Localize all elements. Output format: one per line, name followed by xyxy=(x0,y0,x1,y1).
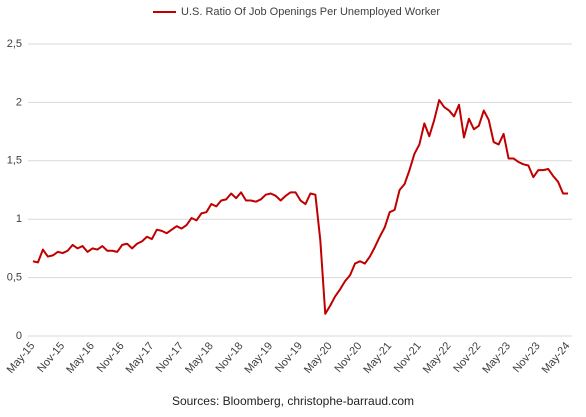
x-tick-label: May-24 xyxy=(540,340,573,376)
x-tick-label: Nov-19 xyxy=(273,340,305,375)
x-tick-label: May-15 xyxy=(5,340,38,376)
x-tick-label: Nov-22 xyxy=(451,340,483,375)
x-tick-label: Nov-23 xyxy=(511,340,543,375)
x-tick-label: Nov-15 xyxy=(35,340,67,375)
x-tick-label: Nov-16 xyxy=(95,340,127,375)
source: Sources: Bloomberg, christophe-barraud.c… xyxy=(172,394,414,408)
y-tick-label: 0 xyxy=(16,330,22,342)
x-tick-label: Nov-18 xyxy=(214,340,246,375)
x-tick-label: May-19 xyxy=(243,340,276,376)
x-tick-label: May-22 xyxy=(421,340,454,376)
y-tick-label: 2 xyxy=(16,96,22,108)
x-tick-label: May-23 xyxy=(480,340,513,376)
y-tick-label: 1 xyxy=(16,213,22,225)
x-tick-label: Nov-20 xyxy=(332,340,364,375)
x-tick-label: May-16 xyxy=(64,340,97,376)
x-tick-label: May-21 xyxy=(361,340,394,376)
x-tick-label: May-18 xyxy=(183,340,216,376)
x-tick-label: Nov-21 xyxy=(392,340,424,375)
x-tick-label: May-20 xyxy=(302,340,335,376)
legend-label: U.S. Ratio Of Job Openings Per Unemploye… xyxy=(181,6,440,18)
y-tick-label: 2,5 xyxy=(7,38,22,50)
y-tick-label: 0,5 xyxy=(7,272,22,284)
x-tick-label: Nov-17 xyxy=(154,340,186,375)
x-tick-label: May-17 xyxy=(124,340,157,376)
line xyxy=(32,99,568,315)
y-tick-label: 1,5 xyxy=(7,155,22,167)
